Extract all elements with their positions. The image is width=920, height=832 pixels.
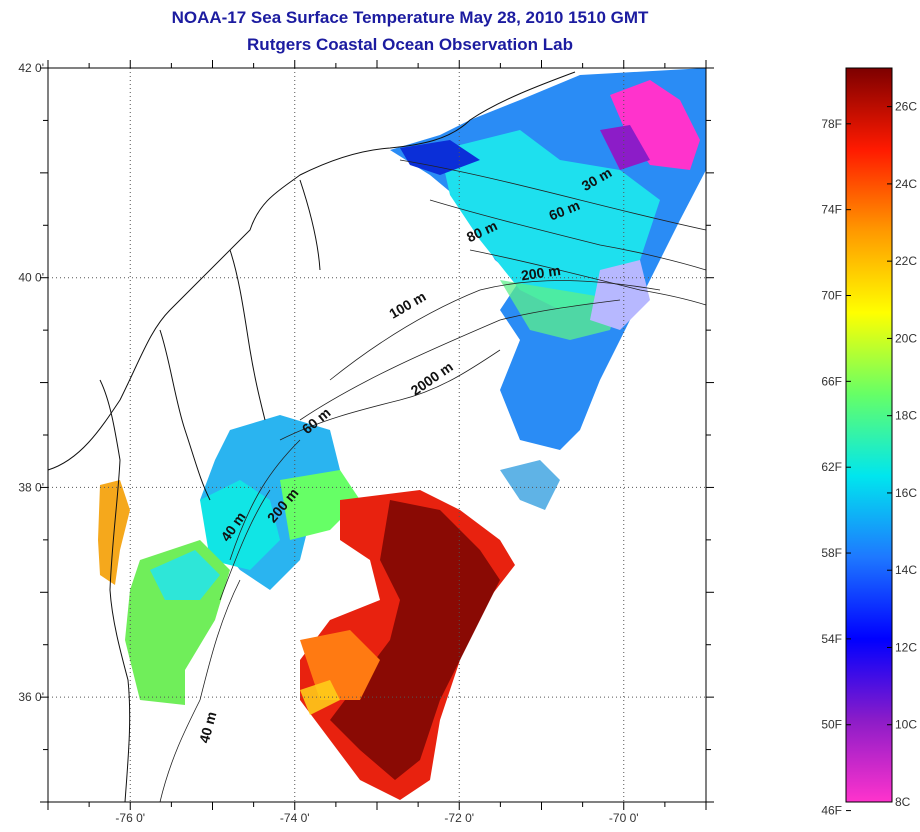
sst-patch-midatlantic-cyan xyxy=(200,480,280,570)
colorbar-fahrenheit-ticks: 78F 74F 70F 66F 62F 58F 54F 50F 46F xyxy=(821,117,851,818)
colorbar-f-label: 62F xyxy=(821,460,842,474)
lon-tick-label: -76 0' xyxy=(115,811,145,825)
sst-imagery xyxy=(98,68,706,800)
map-subtitle: Rutgers Coastal Ocean Observation Lab xyxy=(247,35,573,54)
colorbar-c-label: 14C xyxy=(895,563,917,577)
lon-tick-label: -74 0' xyxy=(280,811,310,825)
colorbar-f-label: 70F xyxy=(821,288,842,302)
contour-label: 40 m xyxy=(196,710,220,745)
lat-tick-label: 42 0' xyxy=(18,61,44,75)
latitude-ticks: 42 0' 40 0' 38 0' 36 0' xyxy=(18,61,714,803)
sst-patch-magenta xyxy=(610,80,700,170)
lat-tick-label: 40 0' xyxy=(18,271,44,285)
colorbar-f-label: 78F xyxy=(821,117,842,131)
longitude-ticks: -76 0' -74 0' -72 0' -70 0' xyxy=(47,60,707,825)
colorbar-c-label: 16C xyxy=(895,486,917,500)
sst-patch-gulfstream-edge xyxy=(500,460,560,510)
sst-patch-hatteras-cyan xyxy=(150,550,220,600)
bathymetry-contours xyxy=(159,159,707,803)
colorbar-c-label: 24C xyxy=(895,177,917,191)
colorbar-c-label: 22C xyxy=(895,254,917,268)
sst-patch-shelf-cyan xyxy=(440,130,660,310)
contour-label: 200 m xyxy=(520,262,562,283)
colorbar-celsius-ticks: 26C 24C 22C 20C 18C 16C 14C 12C 10C 8C xyxy=(887,100,917,809)
colorbar-f-label: 54F xyxy=(821,632,842,646)
colorbar-f-label: 74F xyxy=(821,203,842,217)
map-title: NOAA-17 Sea Surface Temperature May 28, … xyxy=(171,8,649,27)
colorbar: 78F 74F 70F 66F 62F 58F 54F 50F 46F 26C 24C 22C 20C… xyxy=(821,67,917,818)
sst-patch-deep-blue xyxy=(400,140,480,175)
colorbar-f-label: 46F xyxy=(821,804,842,818)
sst-patch-shelf-green xyxy=(500,280,620,340)
colorbar-c-label: 12C xyxy=(895,640,917,654)
lat-tick-label: 38 0' xyxy=(18,480,44,494)
colorbar-c-label: 8C xyxy=(895,795,911,809)
colorbar-f-label: 50F xyxy=(821,718,842,732)
lon-tick-label: -72 0' xyxy=(444,811,474,825)
colorbar-c-label: 20C xyxy=(895,331,917,345)
colorbar-gradient xyxy=(845,67,893,803)
lon-tick-label: -70 0' xyxy=(609,811,639,825)
sst-patch-warm-orange xyxy=(300,630,380,700)
colorbar-f-label: 58F xyxy=(821,546,842,560)
colorbar-c-label: 10C xyxy=(895,718,917,732)
lat-tick-label: 36 0' xyxy=(18,690,44,704)
colorbar-c-label: 18C xyxy=(895,409,917,423)
colorbar-c-label: 26C xyxy=(895,100,917,114)
colorbar-f-label: 66F xyxy=(821,374,842,388)
sst-patch-violet xyxy=(600,125,650,170)
sst-patch-gulfstream-core xyxy=(330,500,500,780)
coastline xyxy=(47,71,576,803)
